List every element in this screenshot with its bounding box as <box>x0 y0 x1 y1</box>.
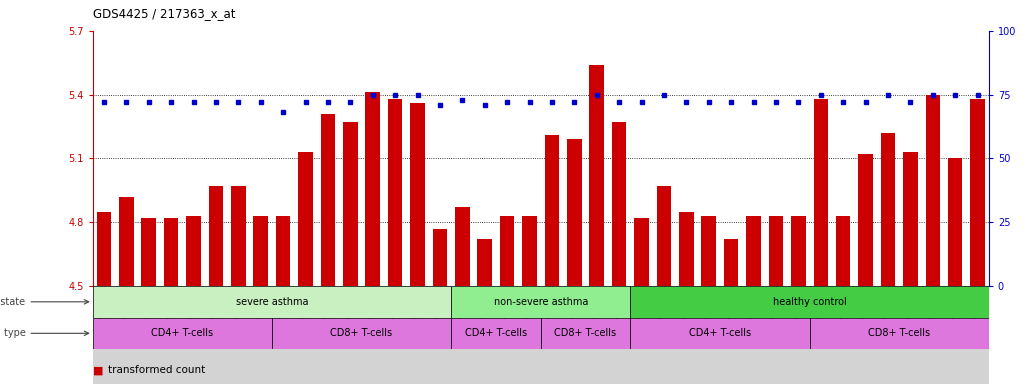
Bar <box>522 216 537 286</box>
Bar <box>366 93 380 286</box>
Text: transformed count: transformed count <box>108 365 205 375</box>
Text: non-severe asthma: non-severe asthma <box>493 297 588 307</box>
Bar <box>768 216 783 286</box>
Bar <box>679 212 693 286</box>
Text: CD8+ T-cells: CD8+ T-cells <box>554 328 617 338</box>
Bar <box>970 99 985 286</box>
Text: GDS4425 / 217363_x_at: GDS4425 / 217363_x_at <box>93 7 235 20</box>
Bar <box>343 122 357 286</box>
Bar <box>881 133 895 286</box>
Text: CD4+ T-cells: CD4+ T-cells <box>689 328 751 338</box>
Text: CD8+ T-cells: CD8+ T-cells <box>331 328 392 338</box>
Bar <box>119 197 134 286</box>
Bar <box>141 218 156 286</box>
Text: ■: ■ <box>93 365 103 375</box>
Bar <box>634 218 649 286</box>
Text: healthy control: healthy control <box>772 297 847 307</box>
Bar <box>568 139 582 286</box>
Bar <box>500 216 514 286</box>
Bar <box>630 318 810 349</box>
Bar <box>93 286 989 384</box>
Bar <box>451 318 541 349</box>
Bar <box>747 216 761 286</box>
Bar <box>948 159 962 286</box>
Bar <box>410 103 424 286</box>
Bar <box>253 216 268 286</box>
Bar <box>701 216 716 286</box>
Bar <box>657 186 672 286</box>
Bar <box>612 122 626 286</box>
Bar <box>478 239 492 286</box>
Bar <box>276 216 290 286</box>
Bar <box>858 154 872 286</box>
Bar <box>836 216 851 286</box>
Bar <box>186 216 201 286</box>
Bar <box>810 318 989 349</box>
Bar <box>388 99 403 286</box>
Text: CD4+ T-cells: CD4+ T-cells <box>465 328 527 338</box>
Bar <box>926 94 940 286</box>
Bar <box>791 216 805 286</box>
Bar <box>433 228 447 286</box>
Bar <box>903 152 918 286</box>
Bar <box>93 318 272 349</box>
Bar <box>97 212 111 286</box>
Bar <box>93 286 451 318</box>
Bar <box>589 65 604 286</box>
Bar <box>272 318 451 349</box>
Bar <box>630 286 989 318</box>
Bar <box>451 286 630 318</box>
Bar <box>231 186 245 286</box>
Bar <box>320 114 335 286</box>
Bar <box>541 318 630 349</box>
Bar <box>164 218 178 286</box>
Bar <box>299 152 313 286</box>
Text: disease state: disease state <box>0 297 89 307</box>
Text: CD4+ T-cells: CD4+ T-cells <box>151 328 213 338</box>
Bar <box>209 186 224 286</box>
Bar <box>545 135 559 286</box>
Bar <box>814 99 828 286</box>
Bar <box>455 207 470 286</box>
Text: cell type: cell type <box>0 328 89 338</box>
Text: severe asthma: severe asthma <box>236 297 308 307</box>
Text: CD8+ T-cells: CD8+ T-cells <box>868 328 930 338</box>
Bar <box>724 239 739 286</box>
